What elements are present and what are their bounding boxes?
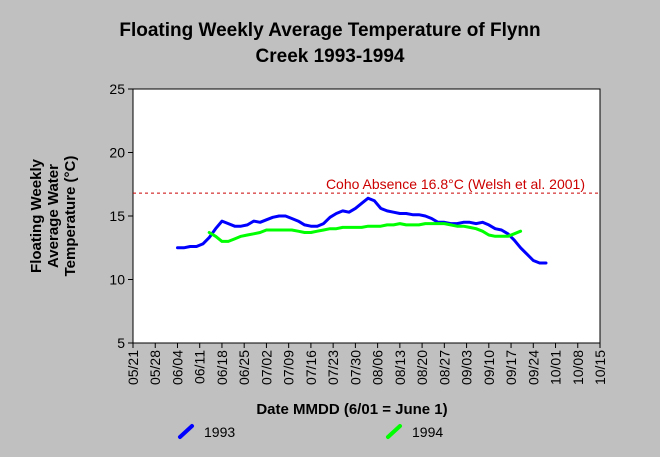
x-tick-label: 09/24 bbox=[525, 350, 541, 385]
x-tick-label: 09/03 bbox=[459, 350, 475, 385]
chart-title-line2: Creek 1993-1994 bbox=[255, 46, 405, 67]
reference-line-label: Coho Absence 16.8°C (Welsh et al. 2001) bbox=[326, 176, 585, 192]
x-tick-label: 05/28 bbox=[147, 350, 163, 385]
x-tick-label: 10/01 bbox=[548, 350, 564, 385]
legend-label-1994: 1994 bbox=[412, 424, 443, 440]
chart-title-line1: Floating Weekly Average Temperature of F… bbox=[119, 20, 541, 41]
x-tick-label: 07/23 bbox=[325, 350, 341, 385]
y-axis-title-line2: Average Water bbox=[45, 164, 62, 268]
y-axis-title-line3: Temperature (°C) bbox=[62, 156, 79, 277]
y-tick-label: 5 bbox=[117, 335, 125, 351]
y-tick-label: 25 bbox=[109, 81, 125, 97]
series-line-1994 bbox=[207, 222, 523, 243]
x-tick-label: 08/27 bbox=[436, 350, 452, 385]
y-tick-label: 10 bbox=[109, 272, 125, 288]
chart-title: Floating Weekly Average Temperature of F… bbox=[0, 18, 660, 70]
x-tick-label: 06/11 bbox=[192, 350, 208, 384]
x-tick-label: 06/25 bbox=[236, 350, 252, 385]
plot-area bbox=[132, 88, 601, 344]
y-tick-label: 20 bbox=[109, 145, 125, 161]
x-tick-label: 08/13 bbox=[392, 350, 408, 385]
x-tick-label: 06/18 bbox=[214, 350, 230, 385]
x-tick-label: 07/30 bbox=[347, 350, 363, 385]
legend-swatch-1993 bbox=[178, 424, 194, 439]
x-tick-label: 10/08 bbox=[570, 350, 586, 385]
x-axis: 05/21 05/28 06/04 06/11 06/18 06/25 07/02 07/09… bbox=[125, 343, 608, 385]
y-tick-label: 15 bbox=[109, 208, 125, 224]
legend: 1993 1994 bbox=[178, 424, 443, 440]
x-tick-label: 07/09 bbox=[281, 350, 297, 385]
x-tick-label: 09/10 bbox=[481, 350, 497, 385]
series-group bbox=[176, 196, 548, 265]
x-tick-label: 07/16 bbox=[303, 350, 319, 385]
x-tick-label: 07/02 bbox=[258, 350, 274, 385]
reference-line-group: Coho Absence 16.8°C (Welsh et al. 2001) bbox=[133, 176, 600, 194]
legend-swatch-1994 bbox=[386, 424, 402, 439]
x-tick-label: 10/15 bbox=[592, 350, 608, 385]
x-axis-title: Date MMDD (6/01 = June 1) bbox=[256, 401, 447, 418]
x-tick-label: 06/04 bbox=[169, 350, 185, 385]
x-tick-label: 08/20 bbox=[414, 350, 430, 385]
y-axis-title-line1: Floating Weekly bbox=[28, 158, 45, 273]
y-axis: 5 10 15 20 25 bbox=[109, 81, 133, 351]
x-tick-label: 09/17 bbox=[503, 350, 519, 385]
y-axis-title: Floating Weekly Average Water Temperatur… bbox=[28, 156, 79, 277]
x-tick-label: 05/21 bbox=[125, 350, 141, 385]
x-tick-label: 08/06 bbox=[370, 350, 386, 385]
series-line-1993 bbox=[176, 196, 548, 265]
legend-label-1993: 1993 bbox=[204, 424, 235, 440]
